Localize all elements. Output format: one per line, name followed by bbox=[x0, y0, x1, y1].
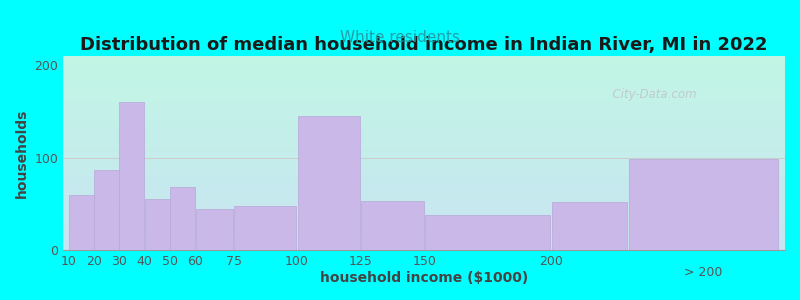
Bar bbox=[69, 195, 94, 250]
Bar bbox=[629, 160, 778, 250]
X-axis label: household income ($1000): household income ($1000) bbox=[320, 271, 528, 285]
Bar bbox=[362, 201, 423, 250]
Text: White residents: White residents bbox=[340, 30, 460, 45]
Bar bbox=[119, 102, 144, 250]
Bar bbox=[170, 187, 195, 250]
Bar bbox=[145, 199, 170, 250]
Y-axis label: households: households bbox=[15, 108, 29, 198]
Bar bbox=[196, 208, 233, 250]
Bar bbox=[298, 116, 360, 250]
Title: Distribution of median household income in Indian River, MI in 2022: Distribution of median household income … bbox=[80, 36, 768, 54]
Text: > 200: > 200 bbox=[685, 266, 723, 279]
Text: City-Data.com: City-Data.com bbox=[605, 88, 696, 101]
Bar bbox=[94, 170, 119, 250]
Bar bbox=[426, 215, 550, 250]
Bar bbox=[234, 206, 297, 250]
Bar bbox=[552, 202, 626, 250]
